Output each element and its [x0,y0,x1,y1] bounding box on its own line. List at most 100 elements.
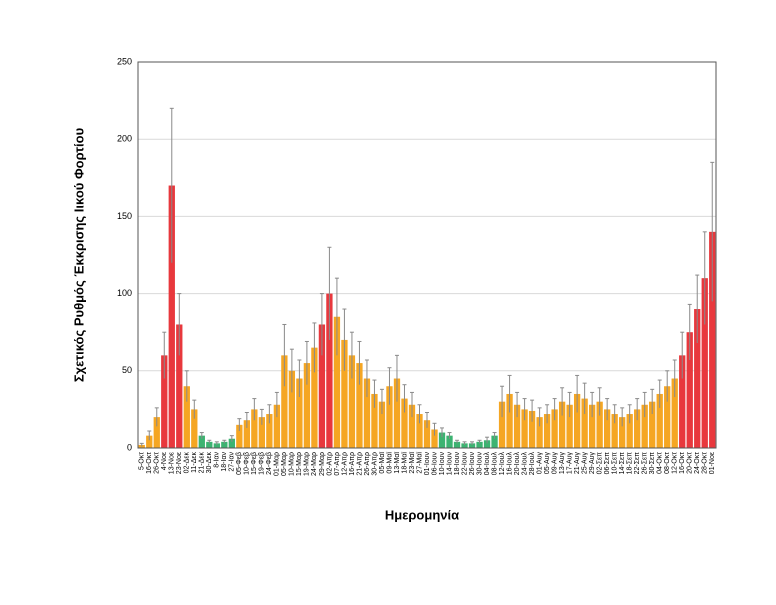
x-tick-label: 24-Οκτ [694,452,701,474]
bar [476,441,483,448]
bar [386,386,393,448]
x-tick-label: 16-Απρ [349,452,356,476]
bar [573,393,581,448]
x-tick-label: 30-Ιουν [476,452,483,476]
bar [251,409,258,448]
bar [664,386,671,448]
y-tick-label: 50 [122,365,132,375]
bar [228,438,235,448]
bar [198,435,205,448]
x-tick-label: 21-Δεκ [199,452,206,474]
x-tick-label: 26-Οκτ [154,452,161,474]
x-tick-label: 17-Αυγ [566,452,573,475]
bar [191,409,198,448]
bar [431,429,438,448]
bar [258,417,266,448]
x-tick-label: 09-Μαϊ [386,452,393,474]
x-tick-label: 02-Σεπ [596,452,603,475]
x-tick-label: 16-Οκτ [679,452,686,474]
x-tick-label: 09-Αυγ [551,452,558,475]
x-tick-label: 29-Μαρ [319,452,326,476]
x-tick-label: 10-Φεβ [244,452,251,475]
bar [281,355,288,448]
bar [498,401,506,448]
bar [326,293,333,448]
bar [416,414,423,448]
x-tick-label: 14-Ιουν [446,452,453,476]
x-tick-label: 20-Ιουλ [514,452,521,476]
y-axis-title: Σχετικός Ρυθμός Έκκρισης Ιικού Φορτίου [71,127,86,382]
x-axis-title: Ημερομηνία [385,507,459,522]
bar [378,401,386,448]
bar [491,435,498,448]
bar [604,409,611,448]
x-tick-label: 23-Μαϊ [409,452,416,474]
bar [536,417,543,448]
bar [551,409,558,448]
x-tick-label: 08-Οκτ [664,452,671,474]
bar [513,404,521,448]
x-tick-label: 5-Οκτ [139,452,146,470]
y-tick-label: 200 [117,134,132,144]
x-tick-label: 26-Ιουν [469,452,476,476]
x-tick-label: 22-Σεπ [634,452,641,475]
bar [468,443,476,448]
bar [423,420,431,448]
x-tick-label: 05-Αυγ [544,452,551,475]
y-tick-label: 250 [117,56,132,66]
bar [318,324,326,448]
x-tick-label: 24-Μαρ [311,452,318,476]
bar [243,420,250,448]
x-tick-label: 8-Ιαν [214,452,221,468]
bar [588,404,596,448]
x-tick-label: 15-Φεβ [251,452,258,475]
bar [363,378,371,448]
x-tick-label: 4-Νοε [161,452,168,470]
bar [634,409,641,448]
x-tick-label: 02-Απρ [326,452,333,476]
y-tick-label: 100 [117,288,132,298]
bar [626,414,633,448]
bar [438,432,446,448]
x-tick-label: 01-Αυγ [536,452,543,475]
bar [619,417,626,448]
bar [266,414,273,448]
x-tick-label: 05-Μαϊ [379,452,386,474]
x-tick-label: 21-Απρ [356,452,363,476]
x-tick-label: 12-Ιουλ [499,452,506,476]
bar [686,332,693,448]
bar [528,410,536,448]
bar [146,435,153,448]
bar [506,393,513,448]
x-tick-label: 30-Απρ [371,452,378,476]
x-tick-label: 18-Ιουν [454,452,461,476]
bar [596,401,603,448]
x-tick-label: 22-Ιουν [461,452,468,476]
x-tick-label: 30-Δεκ [206,452,213,474]
bar [153,417,160,448]
bar [333,316,341,448]
bar [649,401,656,448]
bar [566,404,573,448]
bar [679,355,686,448]
x-tick-label: 24-Ιουλ [521,452,528,476]
bar [371,393,378,448]
x-tick-label: 13-Αυγ [559,452,566,475]
bar [341,339,348,448]
bar [558,401,566,448]
x-tick-label: 06-Ιουν [431,452,438,476]
bar [483,440,491,448]
x-tick-label: 10-Μαρ [289,452,296,476]
bar [521,409,528,448]
x-tick-label: 29-Αυγ [589,452,596,475]
x-tick-label: 26-Σεπ [642,452,649,475]
plot-frame [137,61,717,449]
bar [408,404,416,448]
bar [348,355,356,448]
x-tick-label: 08-Ιουλ [491,452,498,476]
bar [168,185,175,448]
x-tick-label: 01-Νοε [709,452,716,474]
bar [221,441,228,448]
x-tick-label: 24-Φεβ [266,452,273,475]
